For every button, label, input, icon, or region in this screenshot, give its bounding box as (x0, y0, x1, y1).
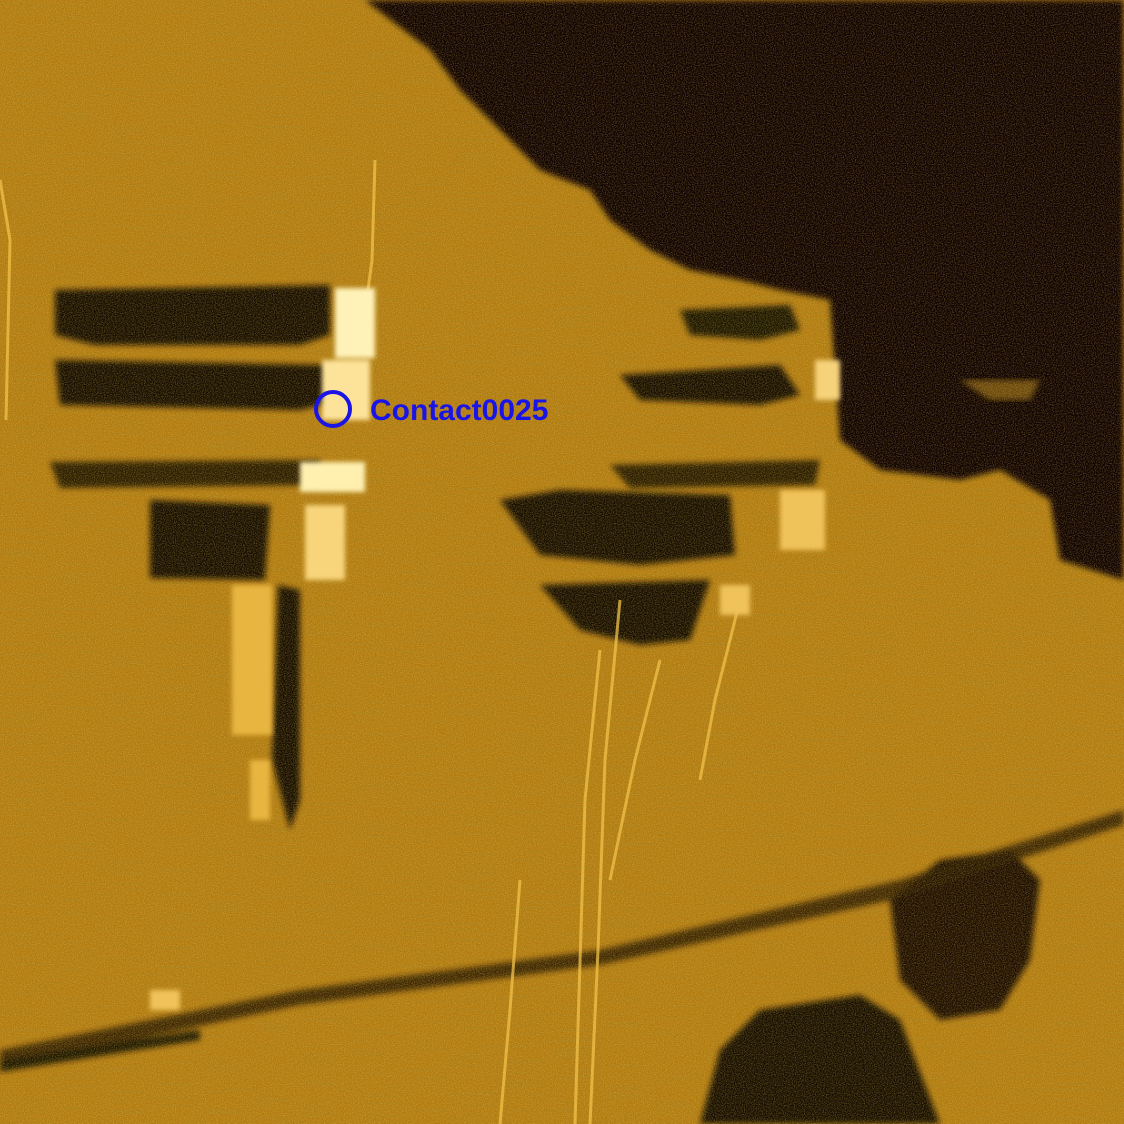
contact-marker-circle[interactable] (314, 390, 352, 428)
contact-label[interactable]: Contact0025 (370, 394, 549, 427)
bright-returns (150, 288, 840, 1010)
track-lines (0, 159, 742, 1124)
